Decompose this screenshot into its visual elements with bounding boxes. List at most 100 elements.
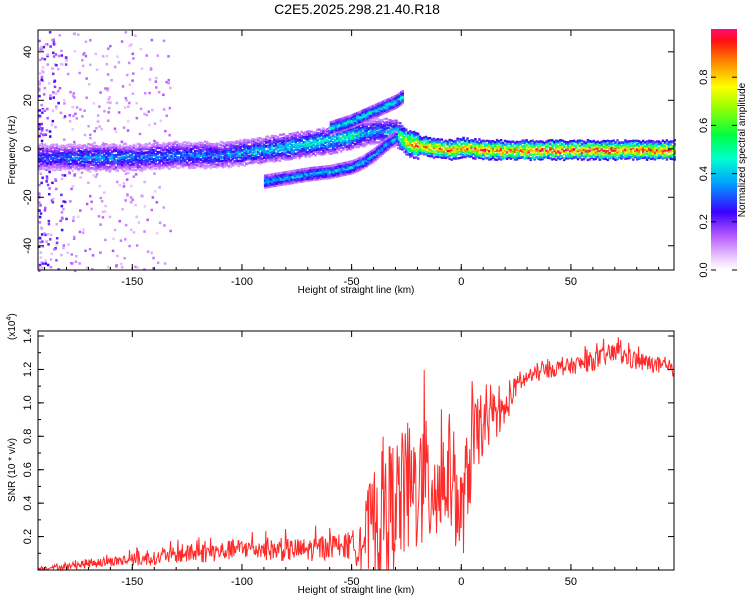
spectrogram-band-cell bbox=[255, 160, 258, 163]
spectrogram-band-cell bbox=[207, 150, 211, 154]
spectrogram-band-cell bbox=[426, 145, 430, 149]
spectrogram-band-cell bbox=[203, 153, 207, 156]
spectrogram-branch-cell bbox=[336, 129, 340, 132]
spectrogram-band-cell bbox=[580, 151, 584, 155]
spectrogram-band-cell bbox=[221, 152, 224, 155]
spectrogram-band-cell bbox=[215, 145, 218, 148]
spectrogram-band-cell bbox=[470, 144, 473, 148]
spectrogram-band-cell bbox=[306, 142, 309, 146]
spectrogram-band-cell bbox=[353, 126, 357, 130]
spectrogram-branch-cell bbox=[361, 114, 364, 118]
spectrogram-band-cell bbox=[377, 124, 380, 127]
spectrogram-band-cell bbox=[73, 143, 76, 146]
spectrogram-band-cell bbox=[645, 148, 649, 151]
spectrogram-band-cell bbox=[195, 163, 199, 166]
spectrogram-band-cell bbox=[170, 165, 173, 168]
spectrogram-noise-cell bbox=[54, 178, 57, 181]
spectrogram-band-cell bbox=[436, 148, 440, 152]
spectrogram-band-cell bbox=[332, 149, 335, 152]
spectrogram-band-cell bbox=[403, 145, 406, 148]
spectrogram-band-cell bbox=[644, 152, 647, 155]
spectrogram-band-cell bbox=[440, 148, 444, 151]
spectrogram-band-cell bbox=[389, 124, 392, 127]
spectrogram-band-cell bbox=[397, 143, 400, 147]
spectrogram-branch-cell bbox=[329, 131, 333, 134]
spectrogram-band-cell bbox=[284, 153, 288, 157]
spectrogram-band-cell bbox=[407, 148, 410, 151]
spectrogram-noise-cell bbox=[60, 49, 63, 53]
spectrogram-band-cell bbox=[567, 145, 570, 149]
spectrogram-band-cell bbox=[195, 154, 199, 157]
spectrogram-band-cell bbox=[565, 141, 568, 144]
spectrogram-noise-cell bbox=[58, 87, 62, 90]
spectrogram-band-cell bbox=[472, 141, 475, 145]
spectrogram-band-cell bbox=[75, 160, 78, 163]
spectrogram-band-cell bbox=[626, 157, 629, 160]
spectrogram-band-cell bbox=[142, 168, 145, 171]
spectrogram-band-cell bbox=[649, 157, 653, 161]
spectrogram-band-cell bbox=[349, 148, 353, 151]
spectrogram-band-cell bbox=[462, 153, 465, 157]
spectrogram-noise-cell bbox=[106, 89, 109, 92]
spectrogram-band-cell bbox=[458, 156, 461, 160]
spectrogram-noise-cell bbox=[73, 269, 77, 273]
spectrogram-noise-cell bbox=[119, 239, 123, 242]
spectrogram-noise-cell bbox=[99, 251, 102, 254]
spectrogram-band-cell bbox=[422, 137, 426, 141]
spectrogram-noise-cell bbox=[45, 240, 48, 243]
spectrogram-band-cell bbox=[460, 156, 463, 159]
spectrogram-band-cell bbox=[211, 146, 215, 149]
spectrogram-band-cell bbox=[150, 146, 153, 150]
spectrogram-band-cell bbox=[590, 153, 594, 156]
spectrogram-band-cell bbox=[661, 156, 665, 159]
spectrogram-band-cell bbox=[371, 128, 374, 131]
spectrogram-band-cell bbox=[647, 154, 651, 157]
spectrogram-band-cell bbox=[608, 144, 611, 147]
spectrogram-noise-cell bbox=[75, 117, 79, 120]
spectrogram-band-cell bbox=[122, 152, 126, 156]
spectrogram-band-cell bbox=[604, 151, 607, 154]
spectrogram-band-cell bbox=[324, 129, 327, 132]
spectrogram-noise-cell bbox=[57, 67, 60, 71]
spectrogram-branch-cell bbox=[356, 117, 359, 120]
spectrogram-noise-cell bbox=[70, 253, 73, 256]
spectrogram-band-cell bbox=[569, 150, 572, 153]
spectrogram-band-cell bbox=[184, 144, 187, 147]
spectrogram-band-cell bbox=[551, 151, 554, 154]
spectrogram-band-cell bbox=[97, 151, 100, 155]
spectrogram-band-cell bbox=[472, 145, 475, 149]
spectrogram-band-cell bbox=[298, 157, 301, 160]
spectrogram-band-cell bbox=[77, 153, 80, 157]
spectrogram-band-cell bbox=[369, 131, 372, 134]
spectrogram-band-cell bbox=[644, 145, 647, 148]
spectrogram-band-cell bbox=[223, 158, 226, 162]
spectrogram-band-cell bbox=[126, 149, 130, 152]
spectrogram-band-cell bbox=[237, 140, 240, 143]
spectrogram-band-cell bbox=[503, 156, 507, 159]
spectrogram-band-cell bbox=[170, 154, 173, 158]
spectrogram-band-cell bbox=[105, 160, 108, 164]
spectrogram-band-cell bbox=[43, 148, 47, 151]
spectrogram-band-cell bbox=[182, 166, 185, 169]
spectrogram-band-cell bbox=[73, 157, 76, 160]
spectrogram-band-cell bbox=[624, 152, 627, 155]
spectrogram-branch-cell bbox=[342, 117, 345, 120]
spectrogram-band-cell bbox=[43, 167, 47, 170]
spectrogram-band-cell bbox=[81, 156, 84, 159]
spectrogram-band-cell bbox=[276, 156, 280, 160]
spectrogram-band-cell bbox=[357, 125, 361, 129]
spectrogram-band-cell bbox=[557, 153, 560, 156]
spectrogram-band-cell bbox=[213, 153, 217, 157]
spectrogram-band-cell bbox=[223, 165, 226, 168]
spectrogram-band-cell bbox=[334, 148, 337, 151]
spectrogram-band-cell bbox=[493, 144, 497, 147]
spectrogram-band-cell bbox=[186, 141, 189, 145]
spectrogram-band-cell bbox=[549, 139, 552, 142]
spectrogram-band-cell bbox=[205, 140, 209, 144]
spectrogram-branch-cell bbox=[333, 120, 336, 123]
spectrogram-band-cell bbox=[201, 148, 205, 151]
spectrogram-band-cell bbox=[572, 139, 576, 142]
spectrogram-band-cell bbox=[446, 147, 449, 150]
spectrogram-band-cell bbox=[290, 156, 293, 159]
spectrogram-noise-cell bbox=[107, 97, 110, 101]
